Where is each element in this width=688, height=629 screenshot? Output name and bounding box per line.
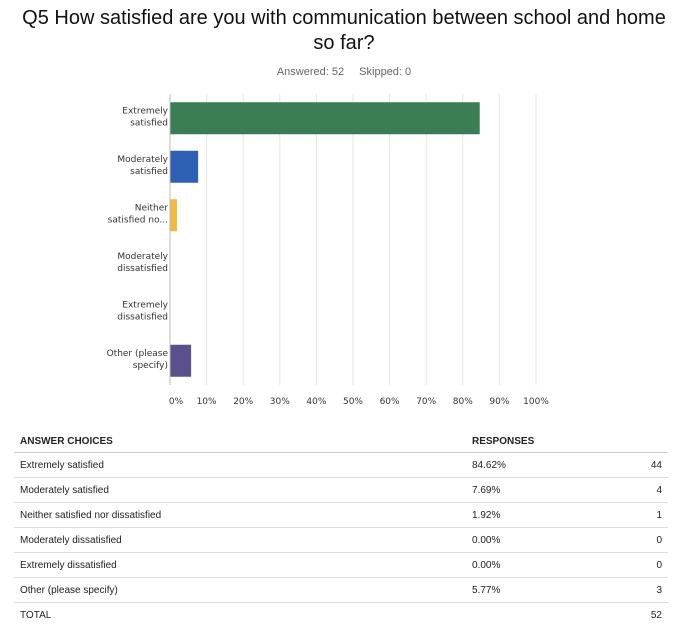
x-tick-label: 40% bbox=[306, 397, 326, 407]
bar bbox=[170, 344, 192, 377]
category-label: Extremely satisfied bbox=[122, 106, 168, 128]
x-tick-label: 20% bbox=[233, 397, 253, 407]
row-choice: Moderately satisfied bbox=[14, 477, 466, 503]
x-tick-label: 30% bbox=[270, 397, 290, 407]
responses-table: ANSWER CHOICES RESPONSES Extremely satis… bbox=[14, 430, 668, 627]
row-percent: 1.92% bbox=[466, 502, 618, 528]
row-count: 1 bbox=[618, 502, 668, 528]
table-row: Neither satisfied nor dissatisfied 1.92%… bbox=[14, 502, 668, 528]
x-tick-label: 90% bbox=[489, 397, 509, 407]
question-title: Q5 How satisfied are you with communicat… bbox=[0, 6, 688, 56]
header-responses: RESPONSES bbox=[466, 430, 618, 453]
bar-chart: Extremely satisfied Moderately satisfied Nei… bbox=[107, 94, 549, 407]
table-row: Moderately dissatisfied 0.00% 0 bbox=[14, 527, 668, 553]
row-percent: 5.77% bbox=[466, 577, 618, 603]
row-count: 4 bbox=[618, 477, 668, 503]
row-choice: Other (please specify) bbox=[14, 577, 466, 603]
bar bbox=[170, 199, 178, 232]
x-tick-label: 60% bbox=[380, 397, 400, 407]
x-tick-label: 70% bbox=[416, 397, 436, 407]
table-row: Extremely dissatisfied 0.00% 0 bbox=[14, 552, 668, 578]
row-choice: Moderately dissatisfied bbox=[14, 527, 466, 553]
row-count: 3 bbox=[618, 577, 668, 603]
row-percent: 7.69% bbox=[466, 477, 618, 503]
x-tick-label: 80% bbox=[453, 397, 473, 407]
bar bbox=[170, 150, 199, 183]
category-label: Moderately satisfied bbox=[117, 155, 168, 177]
table-row: Extremely satisfied 84.62% 44 bbox=[14, 452, 668, 478]
row-percent: 0.00% bbox=[466, 527, 618, 553]
row-choice: Extremely dissatisfied bbox=[14, 552, 466, 578]
header-count bbox=[618, 430, 668, 453]
x-tick-label: 0% bbox=[169, 397, 184, 407]
row-choice: Neither satisfied nor dissatisfied bbox=[14, 502, 466, 528]
bar bbox=[170, 102, 480, 135]
answered-count: Answered: 52 bbox=[276, 66, 345, 78]
question-title-line1: Q5 How satisfied are you with communicat… bbox=[22, 7, 666, 29]
category-label: Moderately dissatisfied bbox=[117, 252, 168, 274]
row-count: 44 bbox=[618, 452, 668, 478]
question-title-line2: so far? bbox=[313, 32, 375, 54]
x-tick-label: 10% bbox=[197, 397, 217, 407]
table-header-row: ANSWER CHOICES RESPONSES bbox=[14, 430, 668, 453]
response-summary: Answered: 52 Skipped: 0 bbox=[0, 66, 688, 78]
total-count: 52 bbox=[650, 609, 662, 621]
skipped-count: Skipped: 0 bbox=[359, 66, 412, 78]
row-count: 0 bbox=[618, 527, 668, 553]
table-row: Moderately satisfied 7.69% 4 bbox=[14, 477, 668, 503]
category-label: Extremely dissatisfied bbox=[117, 300, 168, 322]
row-percent: 0.00% bbox=[466, 552, 618, 578]
total-spacer bbox=[466, 603, 618, 628]
total-label: TOTAL bbox=[20, 609, 52, 621]
x-tick-label: 50% bbox=[343, 397, 363, 407]
header-answer-choices: ANSWER CHOICES bbox=[14, 430, 466, 453]
table-row: Other (please specify) 5.77% 3 bbox=[14, 577, 668, 603]
category-label: Other (please specify) bbox=[107, 349, 169, 371]
row-count: 0 bbox=[618, 552, 668, 578]
x-tick-label: 100% bbox=[523, 397, 549, 407]
category-label: Neither satisfied no... bbox=[108, 203, 169, 225]
table-total-row: TOTAL 52 bbox=[14, 603, 668, 628]
row-choice: Extremely satisfied bbox=[14, 452, 466, 478]
row-percent: 84.62% bbox=[466, 452, 618, 478]
